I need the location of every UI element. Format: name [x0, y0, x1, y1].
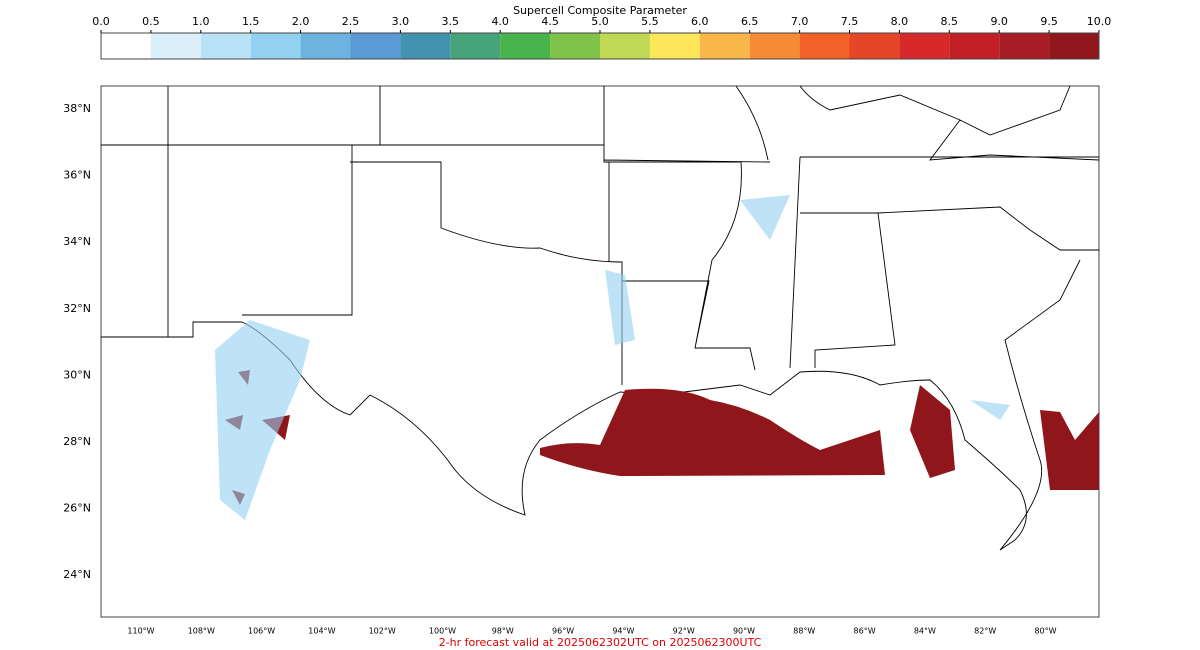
colorbar: 0.0 0.5 1.0 1.5 2.0 2.5 3.0 3.5 4.0 4.5 5.0 5.5 6.0 6… — [92, 15, 1112, 60]
colorbar-segment — [300, 33, 351, 59]
colorbar-segment — [849, 33, 900, 59]
colorbar-segment — [450, 33, 501, 59]
colorbar-segment — [749, 33, 800, 59]
lon-label: 104°W — [308, 627, 335, 636]
colorbar-segment — [400, 33, 451, 59]
colorbar-segment — [550, 33, 600, 59]
colorbar-title: Supercell Composite Parameter — [513, 4, 687, 17]
colorbar-tick-label: 1.0 — [192, 15, 210, 28]
lon-label: 110°W — [127, 627, 154, 636]
colorbar-segment — [200, 33, 251, 59]
colorbar-tick-label: 8.5 — [941, 15, 959, 28]
colorbar-tick-label: 4.0 — [491, 15, 509, 28]
map — [100, 85, 1100, 618]
colorbar-segment — [500, 33, 551, 59]
colorbar-segment — [250, 33, 301, 59]
colorbar-segment — [101, 33, 151, 59]
colorbar-tick-label: 8.0 — [891, 15, 909, 28]
lon-label: 82°W — [974, 627, 996, 636]
colorbar-segment — [150, 33, 201, 59]
lat-label: 36°N — [63, 169, 91, 182]
colorbar-tick-label: 9.5 — [1040, 15, 1058, 28]
colorbar-tick-label: 0.5 — [142, 15, 160, 28]
lon-label: 106°W — [248, 627, 275, 636]
lat-label: 30°N — [63, 368, 91, 381]
colorbar-segment — [1049, 33, 1099, 59]
colorbar-tick-label: 6.0 — [691, 15, 709, 28]
colorbar-tick-label: 3.5 — [442, 15, 460, 28]
colorbar-tick-label: 1.5 — [242, 15, 260, 28]
lon-label: 88°W — [793, 627, 815, 636]
colorbar-tick-label: 4.5 — [541, 15, 559, 28]
colorbar-segment — [899, 33, 950, 59]
colorbar-tick-label: 5.0 — [591, 15, 609, 28]
colorbar-segment — [350, 33, 401, 59]
scp-low-areas — [215, 195, 1010, 520]
lon-label: 98°W — [492, 627, 514, 636]
colorbar-segment — [999, 33, 1050, 59]
colorbar-tick-label: 7.5 — [841, 15, 859, 28]
colorbar-segment — [949, 33, 1000, 59]
lon-label: 108°W — [188, 627, 215, 636]
lon-label: 86°W — [854, 627, 876, 636]
lat-label: 38°N — [63, 102, 91, 115]
lat-label: 26°N — [63, 502, 91, 515]
colorbar-segment — [600, 33, 650, 59]
colorbar-tick-label: 0.0 — [92, 15, 110, 28]
colorbar-tick-label: 3.0 — [392, 15, 410, 28]
state-borders — [101, 85, 1100, 551]
colorbar-segment — [699, 33, 750, 59]
lat-label: 24°N — [63, 568, 91, 581]
colorbar-segment — [649, 33, 700, 59]
lon-label: 96°W — [552, 627, 574, 636]
lon-label: 92°W — [673, 627, 695, 636]
lon-label: 100°W — [429, 627, 456, 636]
scp-high-areas — [225, 370, 1099, 505]
lat-label: 32°N — [63, 302, 91, 315]
colorbar-tick-label: 6.5 — [741, 15, 759, 28]
lat-label: 28°N — [63, 435, 91, 448]
colorbar-tick-label: 7.0 — [791, 15, 809, 28]
lon-label: 90°W — [733, 627, 755, 636]
colorbar-tick-label: 2.5 — [342, 15, 360, 28]
lon-label: 80°W — [1034, 627, 1056, 636]
lon-label: 102°W — [369, 627, 396, 636]
lon-label: 84°W — [914, 627, 936, 636]
footer: 2-hr forecast valid at 2025062302UTC on … — [439, 636, 762, 649]
colorbar-tick-label: 5.5 — [641, 15, 659, 28]
lon-label: 94°W — [612, 627, 634, 636]
colorbar-tick-label: 2.0 — [292, 15, 310, 28]
colorbar-tick-label: 9.0 — [990, 15, 1008, 28]
axis-labels: 38°N 36°N 34°N 32°N 30°N 28°N 26°N 24°N 110°W 108… — [63, 102, 1056, 636]
colorbar-tick-label: 10.0 — [1087, 15, 1112, 28]
colorbar-segment — [799, 33, 850, 59]
lat-label: 34°N — [63, 235, 91, 248]
